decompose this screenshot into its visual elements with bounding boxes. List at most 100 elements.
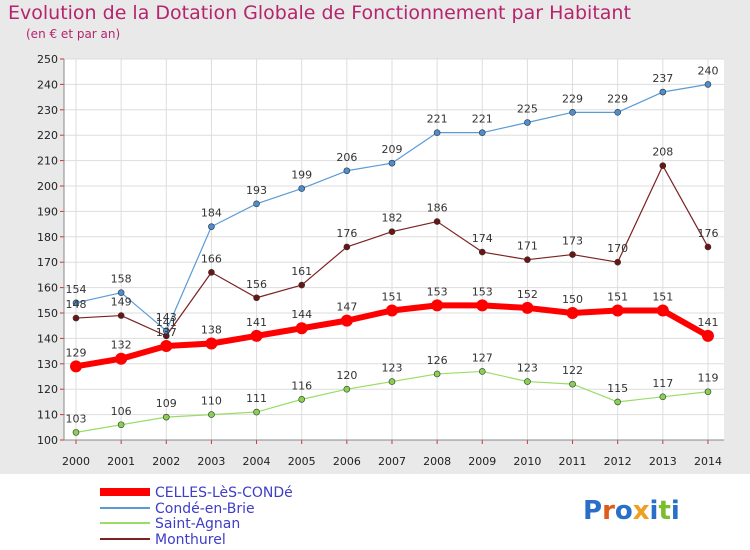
data-point bbox=[70, 360, 82, 373]
data-label: 147 bbox=[336, 301, 357, 314]
data-point bbox=[433, 129, 441, 136]
data-point bbox=[656, 304, 669, 317]
chart-subtitle: (en € et par an) bbox=[26, 27, 121, 41]
data-labels: 129 132 137 138 141 144 147 151 153 153 152 150 151 1… bbox=[66, 64, 719, 425]
legend: CELLES-LèS-CONDéCondé-en-BrieSaint-Agnan… bbox=[100, 485, 293, 548]
data-point bbox=[162, 413, 170, 421]
data-point bbox=[208, 411, 215, 418]
x-tick-label: 2008 bbox=[423, 455, 451, 468]
data-label: 237 bbox=[652, 72, 673, 85]
legend-box bbox=[0, 474, 750, 550]
data-point bbox=[521, 301, 534, 314]
data-point bbox=[117, 312, 125, 319]
data-label: 153 bbox=[472, 285, 493, 298]
data-label: 110 bbox=[201, 395, 222, 408]
data-point bbox=[208, 269, 215, 276]
data-point bbox=[115, 352, 128, 365]
data-label: 154 bbox=[66, 283, 87, 296]
data-point bbox=[117, 421, 125, 429]
data-point bbox=[524, 378, 531, 385]
data-label: 116 bbox=[291, 379, 312, 392]
y-tick-label: 180 bbox=[37, 231, 58, 244]
data-point bbox=[478, 248, 486, 256]
data-label: 148 bbox=[66, 298, 87, 311]
data-label: 240 bbox=[697, 64, 718, 77]
data-label: 151 bbox=[652, 290, 673, 303]
data-point bbox=[659, 162, 667, 169]
data-label: 103 bbox=[66, 412, 87, 425]
proxiti-logo: Proxiti bbox=[583, 496, 680, 526]
data-label: 209 bbox=[381, 143, 402, 156]
data-point bbox=[659, 88, 667, 96]
data-label: 144 bbox=[291, 308, 312, 321]
x-tick-label: 2010 bbox=[513, 455, 541, 468]
chart-title: Evolution de la Dotation Globale de Fonc… bbox=[8, 2, 631, 24]
data-label: 153 bbox=[427, 285, 448, 298]
x-tick-label: 2000 bbox=[62, 455, 90, 468]
data-label: 120 bbox=[336, 369, 357, 382]
data-label: 206 bbox=[336, 151, 357, 164]
data-label: 173 bbox=[562, 235, 583, 248]
data-point bbox=[433, 218, 441, 225]
y-tick-label: 100 bbox=[37, 434, 58, 447]
data-label: 199 bbox=[291, 169, 312, 182]
data-label: 208 bbox=[652, 146, 673, 159]
data-label: 109 bbox=[156, 397, 177, 410]
data-label: 143 bbox=[156, 311, 177, 324]
data-label: 129 bbox=[66, 346, 87, 359]
x-tick-label: 2011 bbox=[559, 455, 587, 468]
data-point bbox=[524, 256, 531, 263]
data-label: 141 bbox=[697, 316, 718, 329]
legend-label: CELLES-LèS-CONDé bbox=[155, 485, 293, 501]
data-label: 149 bbox=[111, 296, 132, 309]
data-point bbox=[569, 380, 576, 388]
x-tick-label: 2014 bbox=[694, 455, 722, 468]
data-point bbox=[433, 370, 441, 378]
data-point bbox=[253, 408, 260, 416]
y-tick-label: 170 bbox=[37, 256, 58, 269]
data-point bbox=[253, 294, 260, 302]
data-point bbox=[566, 307, 579, 319]
data-label: 225 bbox=[517, 103, 538, 116]
y-tick-label: 160 bbox=[37, 282, 58, 295]
data-label: 171 bbox=[517, 240, 538, 253]
x-tick-label: 2003 bbox=[197, 455, 225, 468]
data-label: 123 bbox=[381, 362, 402, 375]
y-tick-label: 140 bbox=[37, 332, 58, 345]
data-label: 176 bbox=[697, 227, 718, 240]
data-label: 161 bbox=[291, 265, 312, 278]
data-point bbox=[295, 322, 308, 335]
data-label: 132 bbox=[111, 339, 132, 352]
data-point bbox=[253, 200, 260, 208]
data-point bbox=[569, 251, 576, 258]
data-point bbox=[431, 299, 444, 312]
data-label: 229 bbox=[607, 92, 628, 105]
x-tick-label: 2009 bbox=[468, 455, 496, 468]
data-label: 127 bbox=[472, 351, 493, 364]
data-point bbox=[524, 119, 531, 126]
data-point bbox=[614, 398, 621, 406]
y-tick-label: 110 bbox=[37, 409, 58, 422]
data-label: 158 bbox=[111, 273, 132, 286]
plot-area bbox=[64, 59, 724, 440]
data-label: 137 bbox=[156, 326, 177, 339]
data-point bbox=[72, 314, 80, 322]
data-label: 141 bbox=[156, 316, 177, 329]
x-tick-label: 2002 bbox=[152, 455, 180, 468]
data-label: 166 bbox=[201, 252, 222, 265]
data-label: 193 bbox=[246, 184, 267, 197]
data-point bbox=[208, 223, 215, 230]
data-point bbox=[701, 329, 714, 342]
data-label: 115 bbox=[607, 382, 628, 395]
x-tick-label: 2004 bbox=[243, 455, 271, 468]
data-label: 221 bbox=[472, 113, 493, 126]
gridlines bbox=[64, 58, 724, 441]
legend-label: Saint-Agnan bbox=[155, 516, 240, 532]
axes: 100 110 120 130 140 150 160 170 180 190 200 210 220 2… bbox=[37, 53, 724, 468]
data-label: 156 bbox=[246, 278, 267, 291]
x-tick-label: 2012 bbox=[604, 455, 632, 468]
data-label: 182 bbox=[381, 212, 402, 225]
data-label: 229 bbox=[562, 92, 583, 105]
data-label: 126 bbox=[427, 354, 448, 367]
